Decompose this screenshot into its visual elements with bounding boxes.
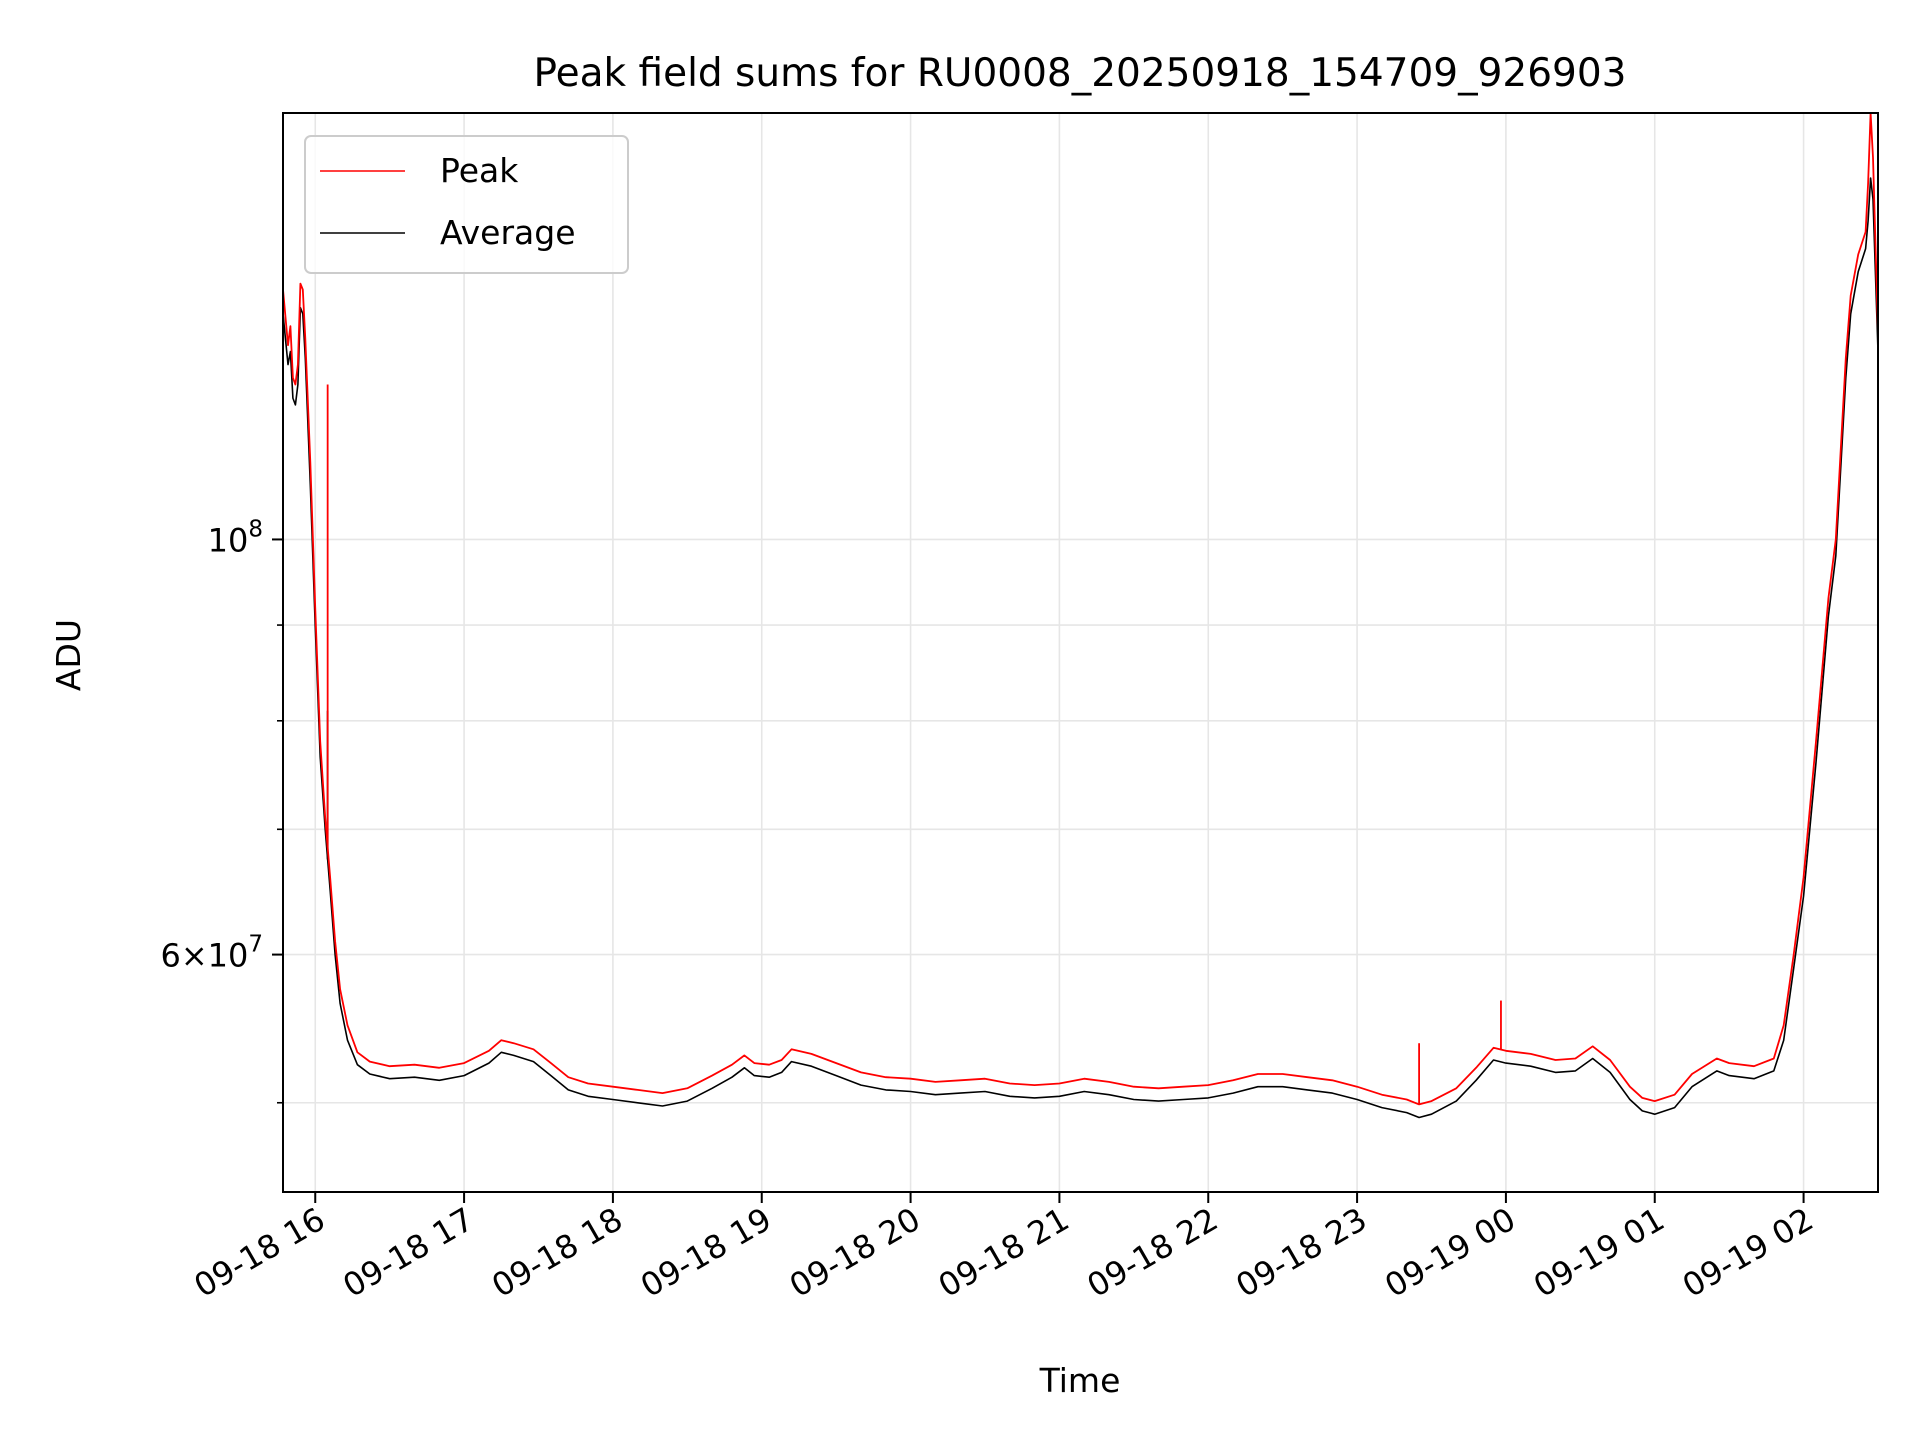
grid: [283, 113, 1878, 1192]
y-axis-label: ADU: [49, 619, 88, 691]
x-axis-label: Time: [1039, 1361, 1121, 1400]
x-tick-label: 09-19 02: [1676, 1200, 1820, 1305]
x-tick-label: 09-18 23: [1229, 1200, 1373, 1305]
x-axis: 09-18 16 09-18 17 09-18 18 09-18 19 09-18 20…: [188, 1192, 1820, 1305]
series-average: [283, 177, 1878, 1119]
x-tick-label: 09-18 20: [783, 1200, 927, 1305]
series-peak: [283, 113, 1878, 1106]
series-line-peak: [283, 113, 1878, 1106]
x-tick-label: 09-19 00: [1378, 1200, 1522, 1305]
x-tick-label: 09-18 18: [485, 1200, 629, 1305]
legend-label-peak: Peak: [440, 151, 519, 190]
y-tick-label: 6×107: [160, 932, 263, 975]
axes-frame: [282, 112, 1879, 1193]
legend: Peak Average: [304, 135, 629, 274]
y-tick-label: 108: [208, 516, 263, 559]
x-tick-label: 09-18 22: [1081, 1200, 1225, 1305]
x-tick-label: 09-18 19: [634, 1200, 778, 1305]
series-line-average: [283, 177, 1878, 1119]
x-tick-label: 09-18 21: [932, 1200, 1076, 1305]
x-tick-label: 09-18 16: [188, 1200, 332, 1305]
y-axis: 108 6×107: [160, 516, 283, 1104]
x-tick-label: 09-19 01: [1527, 1200, 1671, 1305]
plot-area: [283, 113, 1878, 1119]
x-tick-label: 09-18 17: [336, 1200, 480, 1305]
chart-title: Peak field sums for RU0008_20250918_1547…: [534, 51, 1627, 96]
legend-label-average: Average: [440, 213, 576, 252]
